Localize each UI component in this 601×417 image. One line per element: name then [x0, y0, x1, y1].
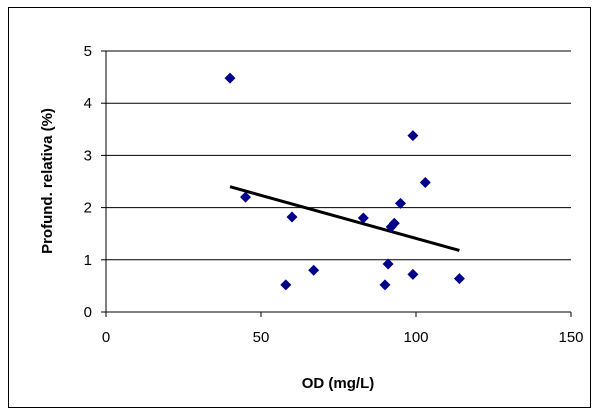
- data-point-12: [407, 268, 419, 280]
- x-tick-label-50: 50: [253, 329, 270, 346]
- data-point-5: [308, 264, 320, 276]
- data-point-13: [407, 130, 419, 142]
- data-point-14: [419, 177, 431, 189]
- x-tick-label-100: 100: [403, 329, 428, 346]
- data-point-6: [357, 212, 369, 224]
- data-point-3: [280, 279, 292, 291]
- y-axis-title: Profund. relativa (%): [39, 108, 56, 254]
- plot-area: [106, 51, 571, 312]
- data-point-8: [382, 258, 394, 270]
- y-tick-label-5: 5: [84, 43, 92, 60]
- x-tick-label-150: 150: [558, 329, 583, 346]
- x-axis-title: OD (mg/L): [302, 375, 375, 392]
- trendline: [229, 185, 460, 252]
- data-point-7: [379, 279, 391, 291]
- y-tick-label-0: 0: [84, 304, 92, 321]
- y-tick-label-4: 4: [84, 95, 92, 112]
- y-tick-label-2: 2: [84, 200, 92, 217]
- x-tick-label-0: 0: [102, 329, 110, 346]
- y-tick-label-1: 1: [84, 252, 92, 269]
- y-tick-label-3: 3: [84, 147, 92, 164]
- data-point-15: [453, 273, 465, 285]
- data-point-4: [286, 211, 298, 223]
- data-point-2: [240, 191, 251, 203]
- data-point-10: [388, 217, 400, 229]
- data-point-1: [224, 72, 236, 84]
- data-point-11: [395, 197, 406, 209]
